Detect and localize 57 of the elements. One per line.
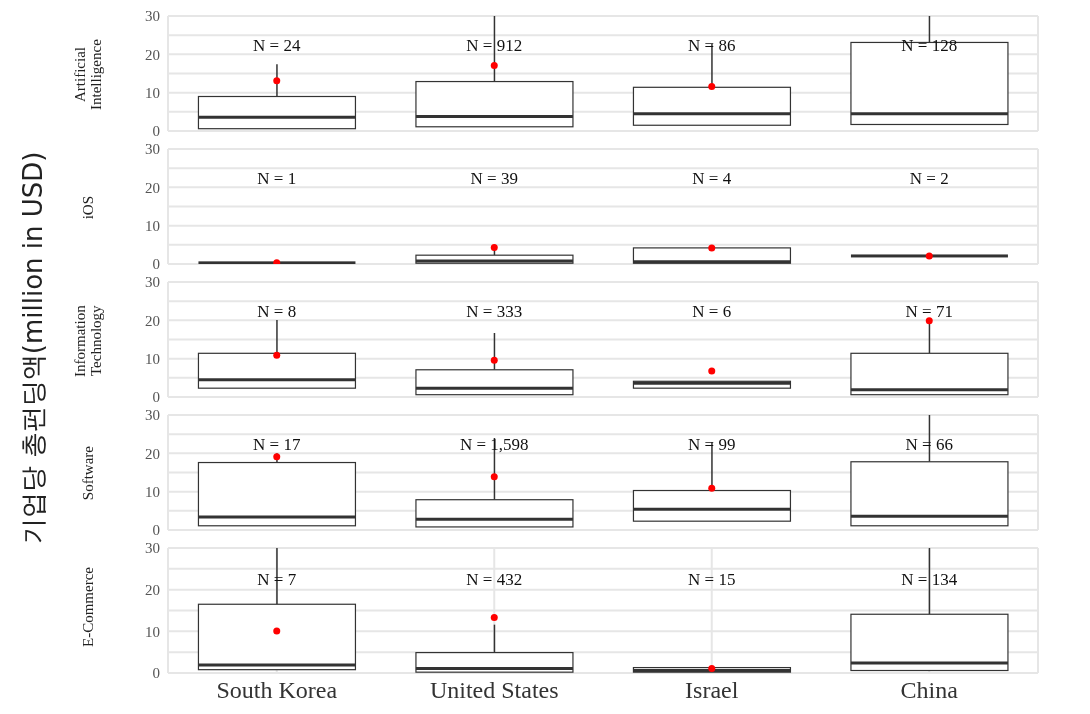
y-tick-label: 10 <box>145 350 160 367</box>
y-tick-label: 30 <box>145 274 160 291</box>
annotation: N = 99 <box>688 434 736 454</box>
y-tick-label: 20 <box>145 179 160 196</box>
y-tick-label: 10 <box>145 623 160 640</box>
point <box>925 317 933 325</box>
y-tick-label: 20 <box>145 46 160 63</box>
y-tick-label: 30 <box>145 141 160 158</box>
y-tick-label: 20 <box>145 312 160 329</box>
point <box>708 367 716 375</box>
annotation: N = 1 <box>257 168 297 188</box>
text: E-Commerce <box>80 566 96 647</box>
x-tick-label: Israel <box>685 677 739 704</box>
point <box>273 351 281 359</box>
y-tick-label: 10 <box>145 84 160 101</box>
annotation: N = 2 <box>909 168 949 188</box>
annotation: N = 134 <box>901 570 958 590</box>
y-tick-label: 20 <box>145 445 160 462</box>
text: Information Technology <box>72 303 104 379</box>
y-tick-label: 0 <box>152 522 160 539</box>
y-tick-label: 20 <box>145 581 160 598</box>
annotation: N = 6 <box>692 301 732 321</box>
y-tick-label: 30 <box>145 8 160 25</box>
point <box>490 356 498 364</box>
y-tick-label: 10 <box>145 483 160 500</box>
text: iOS <box>80 195 96 220</box>
point <box>490 614 498 622</box>
text: Artificial Intelligence <box>72 38 104 112</box>
annotation: N = 24 <box>253 35 301 55</box>
annotation: N = 4 <box>692 168 732 188</box>
y-tick-label: 0 <box>152 123 160 140</box>
x-tick-label: United States <box>429 677 559 704</box>
annotation: N = 8 <box>257 301 297 321</box>
point <box>708 484 716 492</box>
y-axis-title: 기업당 총펀딩액(million in USD) <box>16 151 49 545</box>
y-tick-label: 0 <box>152 665 160 682</box>
y-tick-label: 0 <box>152 389 160 406</box>
point <box>490 473 498 481</box>
annotation: N = 17 <box>253 434 301 454</box>
y-tick-label: 10 <box>145 217 160 234</box>
annotation: N = 333 <box>466 301 523 321</box>
text: Software <box>80 446 96 501</box>
point <box>708 83 716 91</box>
annotation: N = 432 <box>466 570 523 590</box>
annotation: N = 71 <box>905 301 953 321</box>
point <box>490 61 498 69</box>
annotation: N = 912 <box>466 35 523 55</box>
y-tick-label: 0 <box>152 256 160 273</box>
x-tick-label: South Korea <box>216 677 338 704</box>
point <box>273 77 281 85</box>
annotation: N = 86 <box>688 35 736 55</box>
y-tick-label: 30 <box>145 407 160 424</box>
x-tick-label: China <box>900 677 959 704</box>
annotation: N = 15 <box>688 570 736 590</box>
annotation: N = 39 <box>470 168 518 188</box>
y-tick-label: 30 <box>145 540 160 557</box>
point <box>273 627 281 635</box>
